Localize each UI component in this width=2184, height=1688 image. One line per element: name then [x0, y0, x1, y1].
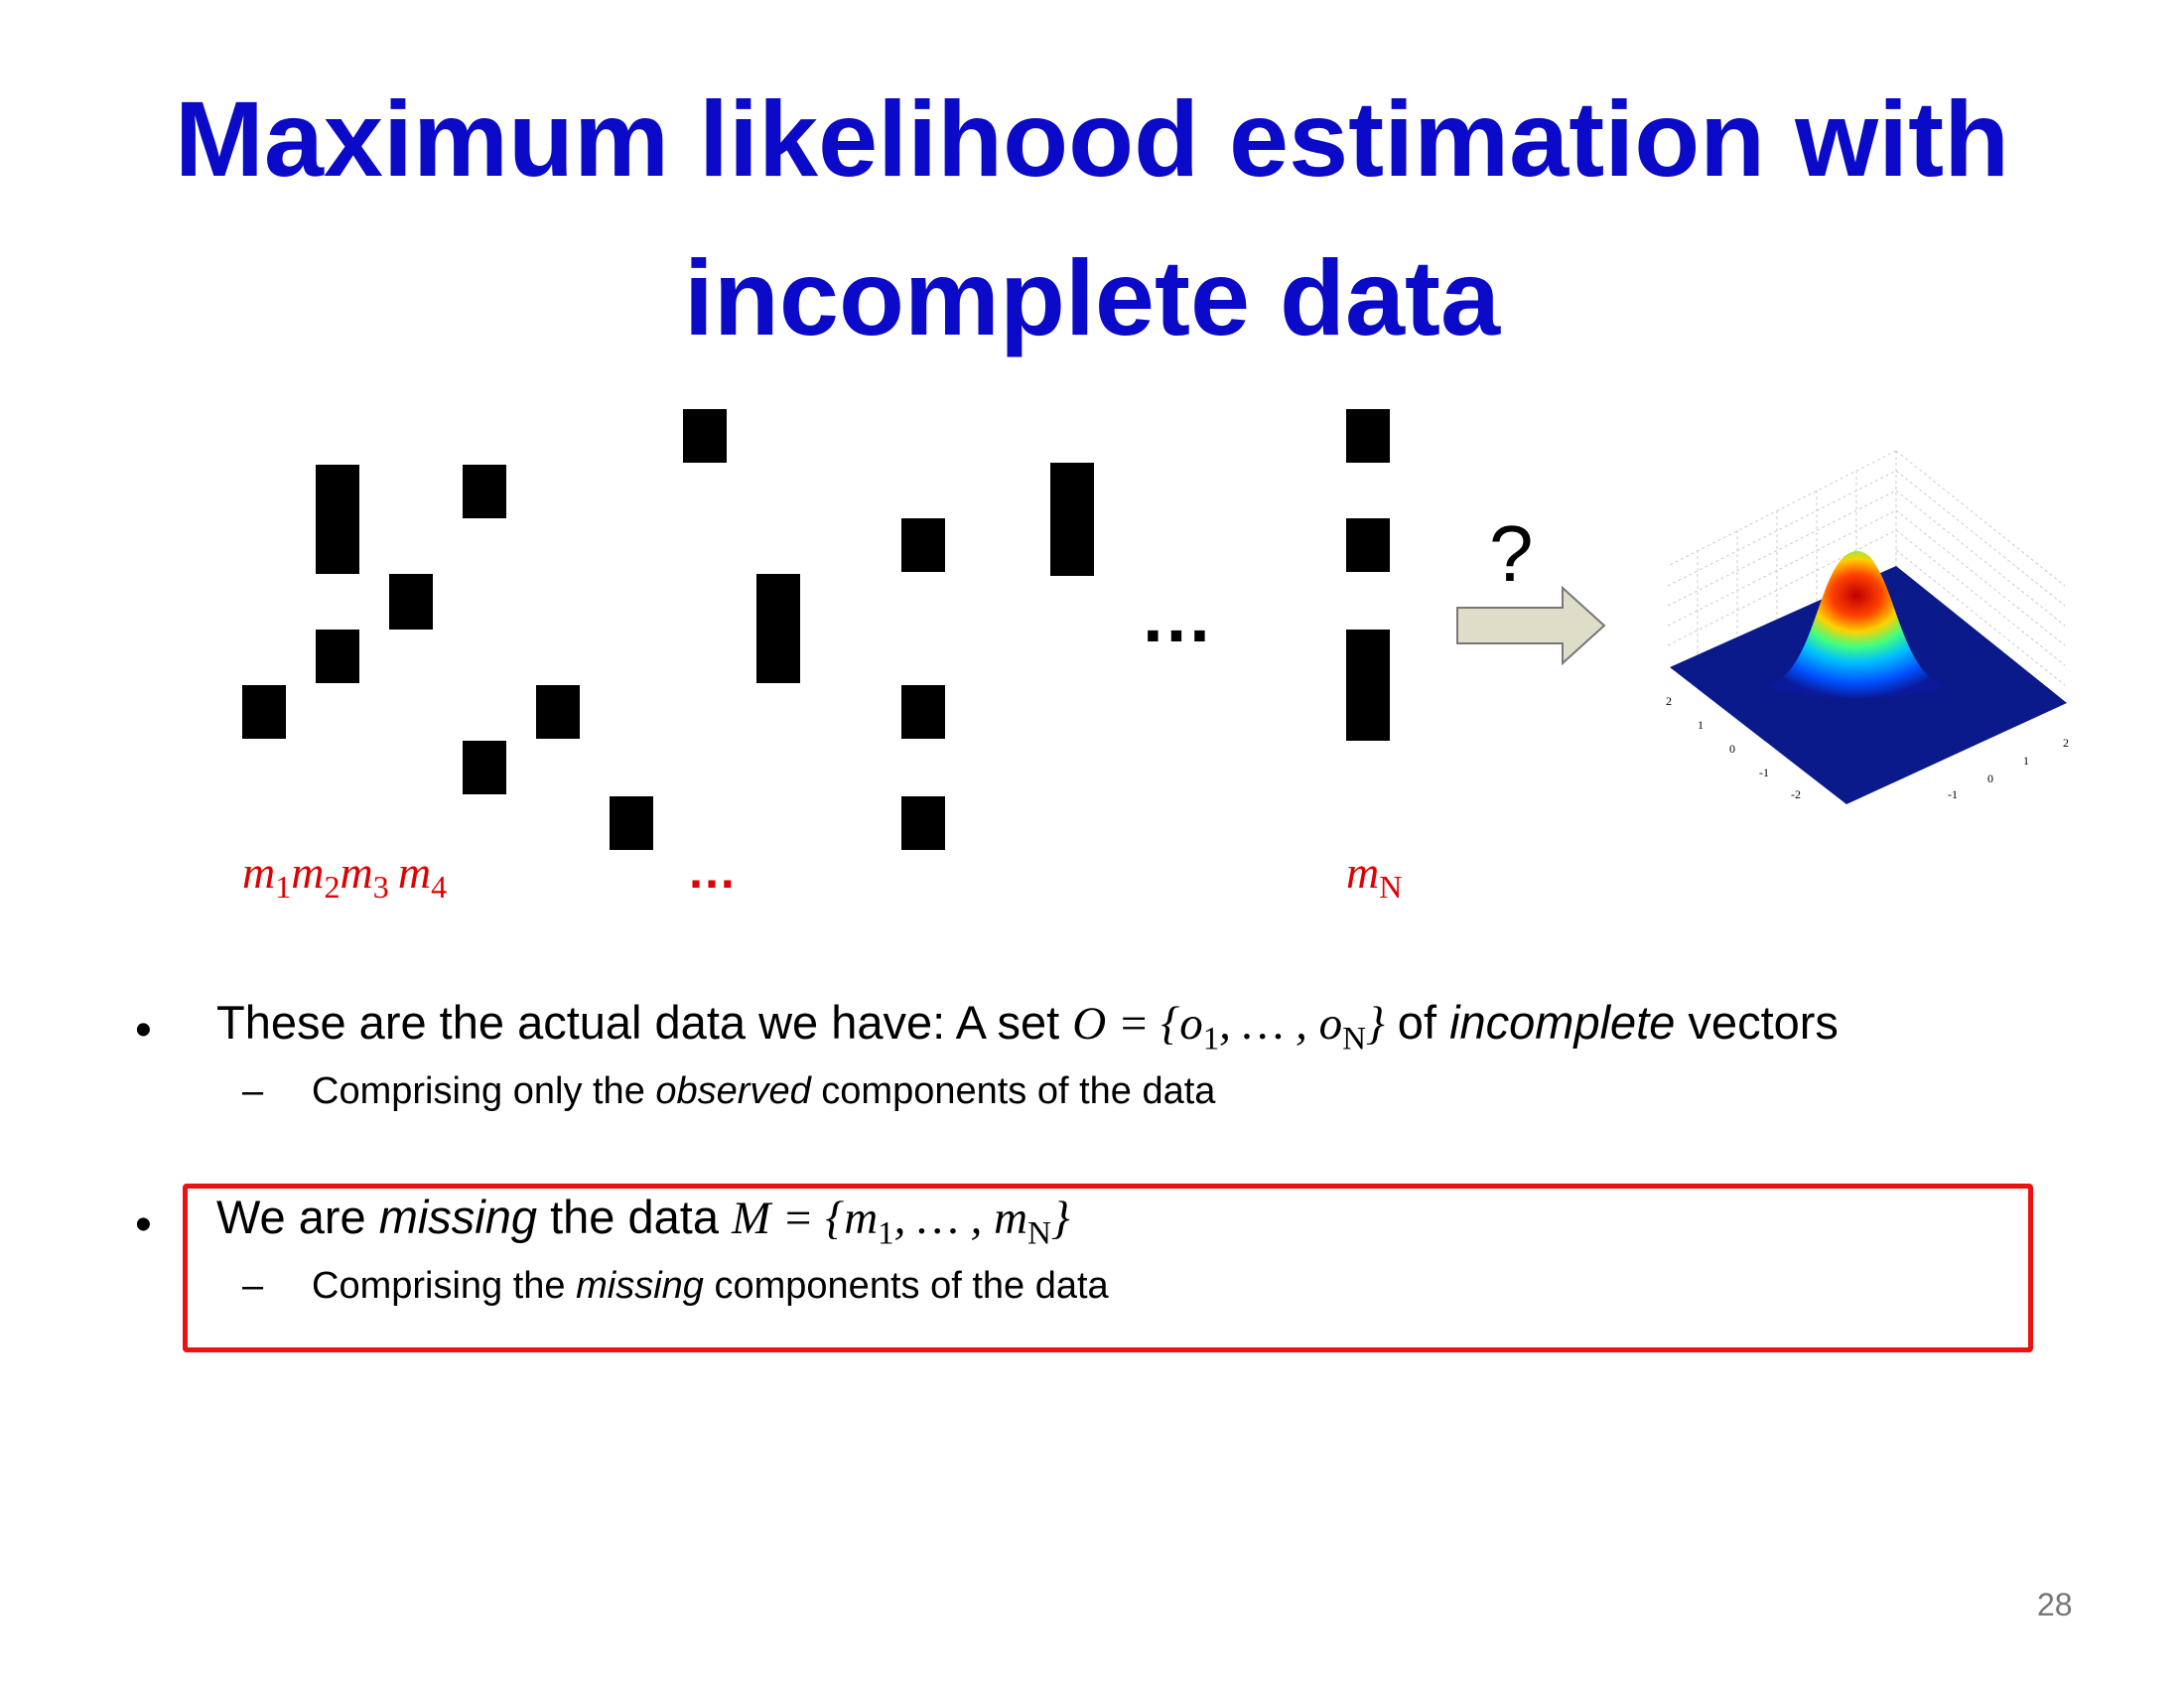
bullet-marker-2: • [135, 1198, 152, 1251]
data-block [1346, 518, 1390, 572]
data-block [536, 685, 580, 739]
data-block [1050, 463, 1094, 576]
svg-text:1: 1 [1698, 718, 1704, 732]
title-line-1: Maximum likelihood estimation with [174, 78, 2010, 199]
data-block [1346, 630, 1390, 741]
title-line-2: incomplete data [683, 237, 1501, 357]
gaussian-bump [1767, 551, 1946, 699]
page-number: 28 [2037, 1587, 2073, 1622]
data-block [463, 465, 506, 518]
svg-text:-1: -1 [1948, 787, 1958, 801]
subbullet-2-text: Comprising the missing components of the… [312, 1265, 1109, 1307]
svg-text:2: 2 [2063, 736, 2069, 750]
set-O-expression: O = {o1, … , oN} [1072, 998, 1385, 1057]
data-block [683, 409, 727, 463]
data-block [316, 630, 359, 683]
svg-text:0: 0 [1729, 742, 1735, 756]
data-block [901, 518, 945, 572]
svg-text:2: 2 [1666, 694, 1672, 708]
bullet-1-text: These are the actual data we have: A set… [216, 996, 1839, 1057]
gaussian-surface-plot: 2 1 0 -1 -2 2 1 0 -1 [1666, 450, 2069, 804]
plot-grid [1667, 450, 2066, 686]
right-arrow-icon [1456, 586, 1606, 665]
highlight-box [183, 1184, 2033, 1352]
data-block [901, 796, 945, 850]
label-m1: m1m2m3 m4 [242, 847, 448, 906]
subbullet-1-text: Comprising only the observed components … [312, 1070, 1216, 1112]
svg-text:1: 1 [2023, 754, 2029, 768]
ellipsis-red: … [687, 843, 739, 899]
data-block [389, 574, 433, 630]
data-block [756, 574, 800, 683]
svg-text:-2: -2 [1791, 787, 1801, 801]
svg-text:0: 0 [1987, 772, 1993, 785]
slide-title: Maximum likelihood estimation with incom… [0, 60, 2184, 377]
plot-axis-ticks: 2 1 0 -1 -2 2 1 0 -1 [1666, 694, 2069, 801]
subbullet-1-dash: – [242, 1070, 264, 1112]
ellipsis-black: … [1140, 575, 1223, 657]
question-mark: ? [1489, 509, 1534, 598]
set-M-expression: M = {m1, … , mN} [732, 1193, 1070, 1252]
data-block [463, 741, 506, 794]
bullet-2-text: We are missing the data M = {m1, … , mN} [216, 1191, 1070, 1252]
label-mN: mN [1346, 847, 1403, 906]
data-block [1346, 409, 1390, 463]
data-block [316, 465, 359, 574]
data-block [610, 796, 653, 850]
svg-text:-1: -1 [1759, 766, 1769, 779]
data-block [242, 685, 286, 739]
subbullet-2-dash: – [242, 1265, 264, 1307]
bullet-marker-1: • [135, 1004, 152, 1056]
data-block [901, 685, 945, 739]
